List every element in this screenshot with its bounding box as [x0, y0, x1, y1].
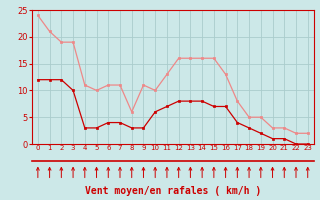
Text: Vent moyen/en rafales ( km/h ): Vent moyen/en rafales ( km/h ): [85, 186, 261, 196]
